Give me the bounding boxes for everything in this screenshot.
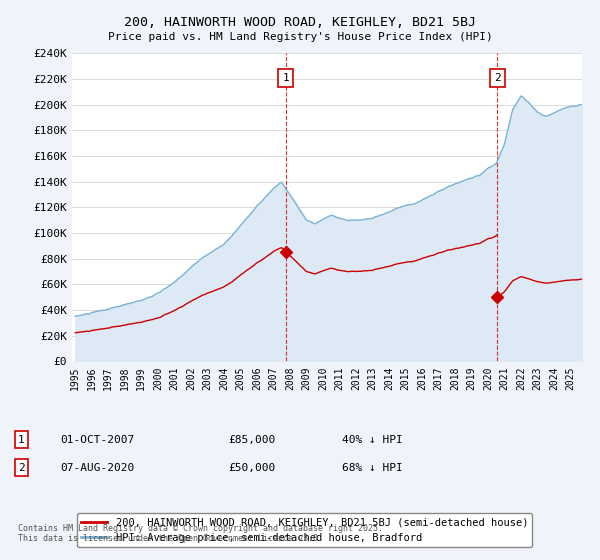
Text: Price paid vs. HM Land Registry's House Price Index (HPI): Price paid vs. HM Land Registry's House …	[107, 32, 493, 42]
Text: 01-OCT-2007: 01-OCT-2007	[60, 435, 134, 445]
Text: 2: 2	[18, 463, 25, 473]
Text: 200, HAINWORTH WOOD ROAD, KEIGHLEY, BD21 5BJ: 200, HAINWORTH WOOD ROAD, KEIGHLEY, BD21…	[124, 16, 476, 29]
Text: 07-AUG-2020: 07-AUG-2020	[60, 463, 134, 473]
Text: 1: 1	[18, 435, 25, 445]
Text: 2: 2	[494, 73, 501, 83]
Text: 1: 1	[283, 73, 289, 83]
Text: Contains HM Land Registry data © Crown copyright and database right 2025.
This d: Contains HM Land Registry data © Crown c…	[18, 524, 383, 543]
Legend: 200, HAINWORTH WOOD ROAD, KEIGHLEY, BD21 5BJ (semi-detached house), HPI: Average: 200, HAINWORTH WOOD ROAD, KEIGHLEY, BD21…	[77, 514, 532, 547]
Text: £50,000: £50,000	[228, 463, 275, 473]
Text: £85,000: £85,000	[228, 435, 275, 445]
Text: 40% ↓ HPI: 40% ↓ HPI	[342, 435, 403, 445]
Text: 68% ↓ HPI: 68% ↓ HPI	[342, 463, 403, 473]
